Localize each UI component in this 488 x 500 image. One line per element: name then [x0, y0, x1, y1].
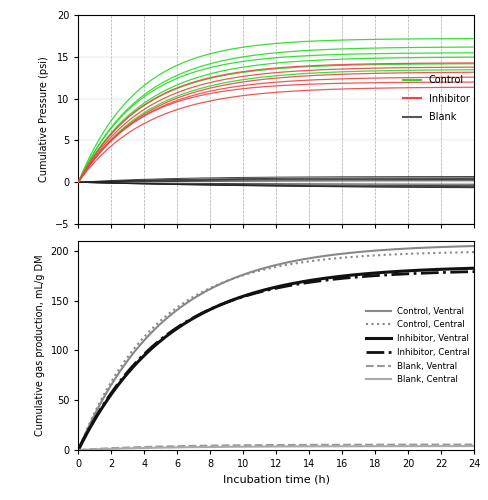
Inhibitor, Central — [177, 322, 183, 328]
Blank, Ventral — [373, 442, 379, 448]
Control, Central — [339, 254, 345, 260]
Inhibitor, Central — [373, 272, 379, 278]
Blank, Ventral — [308, 442, 314, 448]
Blank, Ventral — [339, 442, 345, 448]
Inhibitor, Ventral — [470, 265, 476, 271]
Inhibitor, Ventral — [177, 324, 183, 330]
Blank, Central — [308, 444, 314, 450]
Inhibitor, Ventral — [254, 289, 260, 295]
Inhibitor, Central — [75, 447, 81, 453]
Control, Ventral — [470, 243, 476, 249]
Line: Control, Central: Control, Central — [78, 252, 473, 450]
Control, Central — [75, 447, 81, 453]
Inhibitor, Central — [308, 279, 314, 285]
Blank, Ventral — [177, 443, 183, 449]
Line: Inhibitor, Central: Inhibitor, Central — [78, 272, 473, 450]
Control, Ventral — [177, 304, 183, 310]
Y-axis label: Cumulative Pressure (psi): Cumulative Pressure (psi) — [39, 56, 49, 182]
Control, Central — [177, 302, 183, 308]
Blank, Ventral — [470, 442, 476, 448]
Blank, Central — [254, 444, 260, 450]
Control, Ventral — [308, 255, 314, 261]
X-axis label: Incubation time (h): Incubation time (h) — [223, 474, 329, 484]
Inhibitor, Ventral — [145, 348, 151, 354]
Control, Ventral — [254, 267, 260, 273]
Control, Ventral — [373, 248, 379, 254]
Control, Ventral — [75, 447, 81, 453]
Inhibitor, Central — [339, 276, 345, 281]
Blank, Central — [75, 447, 81, 453]
Blank, Central — [373, 443, 379, 449]
Control, Central — [254, 268, 260, 274]
Legend: Control, Ventral, Control, Central, Inhibitor, Ventral, Inhibitor, Central, Blan: Control, Ventral, Control, Central, Inhi… — [366, 306, 469, 384]
Blank, Ventral — [75, 447, 81, 453]
Blank, Central — [145, 445, 151, 451]
Blank, Ventral — [254, 442, 260, 448]
Line: Inhibitor, Ventral: Inhibitor, Ventral — [78, 268, 473, 450]
Control, Central — [308, 258, 314, 264]
Blank, Central — [470, 443, 476, 449]
Blank, Central — [177, 444, 183, 450]
Inhibitor, Central — [254, 290, 260, 296]
Legend: Control, Inhibitor, Blank: Control, Inhibitor, Blank — [403, 75, 468, 122]
Line: Blank, Ventral: Blank, Ventral — [78, 444, 473, 450]
Blank, Central — [339, 443, 345, 449]
Control, Central — [373, 252, 379, 258]
Control, Central — [145, 330, 151, 336]
Inhibitor, Central — [145, 347, 151, 353]
Line: Control, Ventral: Control, Ventral — [78, 246, 473, 450]
Control, Central — [470, 249, 476, 255]
Control, Ventral — [145, 333, 151, 339]
Inhibitor, Central — [470, 268, 476, 274]
Line: Blank, Central: Blank, Central — [78, 446, 473, 450]
Control, Ventral — [339, 250, 345, 256]
Inhibitor, Ventral — [339, 273, 345, 279]
Inhibitor, Ventral — [373, 270, 379, 276]
Inhibitor, Ventral — [75, 447, 81, 453]
Y-axis label: Cumulative gas production, mL/g DM: Cumulative gas production, mL/g DM — [35, 254, 45, 436]
Inhibitor, Ventral — [308, 277, 314, 283]
Blank, Ventral — [145, 444, 151, 450]
